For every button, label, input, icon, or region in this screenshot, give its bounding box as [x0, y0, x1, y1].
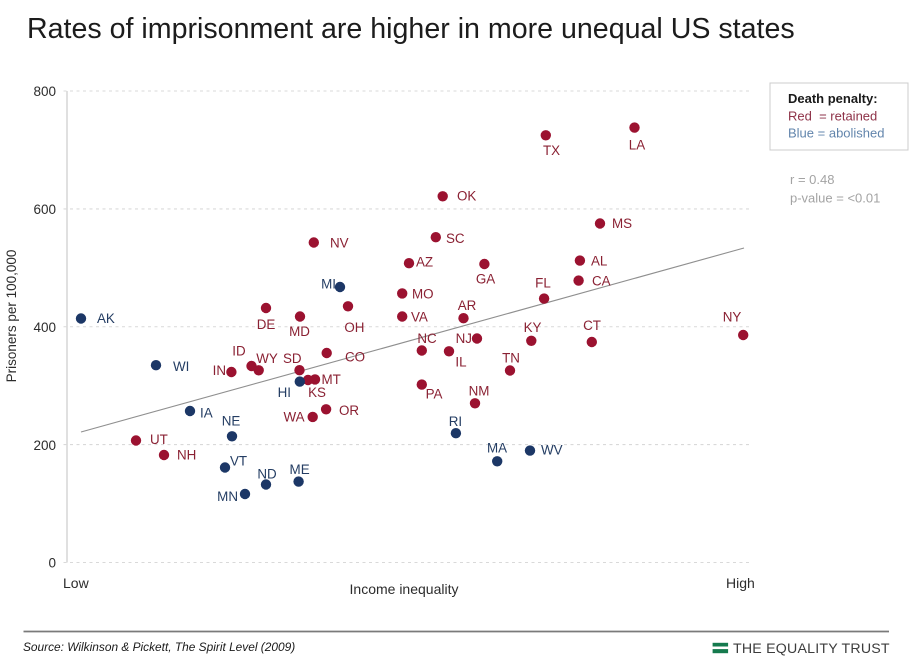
svg-text:Income inequality: Income inequality — [350, 581, 459, 597]
svg-text:0: 0 — [48, 556, 56, 571]
svg-text:GA: GA — [476, 272, 495, 287]
svg-text:Blue = abolished: Blue = abolished — [788, 126, 885, 141]
svg-text:VT: VT — [230, 454, 247, 469]
svg-text:PA: PA — [426, 387, 443, 402]
svg-text:Red = retained: Red = retained — [788, 109, 877, 124]
svg-text:TN: TN — [502, 350, 520, 365]
svg-text:DE: DE — [257, 317, 276, 332]
svg-text:NE: NE — [222, 414, 241, 429]
svg-text:NV: NV — [330, 236, 349, 251]
svg-text:OH: OH — [344, 320, 364, 335]
svg-text:UT: UT — [150, 432, 168, 447]
svg-text:r = 0.48: r = 0.48 — [790, 172, 834, 187]
svg-text:LA: LA — [629, 137, 645, 152]
svg-text:MT: MT — [322, 372, 341, 387]
svg-text:SD: SD — [283, 351, 302, 366]
svg-text:IL: IL — [455, 355, 466, 370]
svg-text:NH: NH — [177, 448, 196, 463]
svg-text:CT: CT — [583, 318, 601, 333]
svg-text:NC: NC — [417, 331, 437, 346]
svg-text:HI: HI — [278, 385, 291, 400]
svg-text:AL: AL — [591, 254, 607, 269]
svg-text:CA: CA — [592, 274, 611, 289]
svg-text:Source: Wilkinson & Pickett, T: Source: Wilkinson & Pickett, The Spirit … — [23, 640, 295, 654]
svg-text:Rates of imprisonment are high: Rates of imprisonment are higher in more… — [27, 13, 795, 45]
svg-text:ID: ID — [232, 344, 246, 359]
svg-text:NM: NM — [469, 384, 490, 399]
svg-text:600: 600 — [33, 202, 56, 217]
svg-text:IN: IN — [213, 363, 226, 378]
svg-text:MS: MS — [612, 216, 632, 231]
svg-text:OR: OR — [339, 403, 359, 418]
svg-text:ME: ME — [290, 462, 310, 477]
svg-text:SC: SC — [446, 231, 465, 246]
svg-text:WY: WY — [256, 351, 278, 366]
svg-text:200: 200 — [33, 438, 56, 453]
svg-text:Prisoners per 100,000: Prisoners per 100,000 — [4, 250, 19, 383]
svg-text:NY: NY — [723, 310, 742, 325]
svg-text:WA: WA — [284, 410, 305, 425]
svg-text:MI: MI — [321, 277, 336, 292]
svg-text:THE EQUALITY TRUST: THE EQUALITY TRUST — [733, 641, 890, 657]
svg-text:WV: WV — [541, 443, 563, 458]
svg-text:MO: MO — [412, 287, 434, 302]
svg-text:MD: MD — [289, 324, 310, 339]
svg-text:RI: RI — [449, 414, 462, 429]
svg-text:KS: KS — [308, 385, 326, 400]
svg-text:IA: IA — [200, 406, 213, 421]
svg-text:Death penalty:: Death penalty: — [788, 91, 878, 106]
svg-text:Low: Low — [63, 575, 90, 591]
svg-text:p-value = <0.01: p-value = <0.01 — [790, 191, 880, 206]
svg-text:TX: TX — [543, 143, 560, 158]
svg-text:High: High — [726, 575, 755, 591]
svg-text:AR: AR — [458, 298, 477, 313]
svg-text:AK: AK — [97, 311, 115, 326]
svg-text:KY: KY — [524, 320, 542, 335]
svg-text:WI: WI — [173, 359, 189, 374]
svg-text:MN: MN — [217, 489, 238, 504]
svg-text:MA: MA — [487, 441, 507, 456]
svg-text:400: 400 — [33, 320, 56, 335]
svg-text:OK: OK — [457, 189, 476, 204]
svg-text:NJ: NJ — [456, 331, 472, 346]
svg-text:CO: CO — [345, 350, 365, 365]
svg-text:800: 800 — [33, 84, 56, 99]
svg-text:FL: FL — [535, 276, 551, 291]
svg-text:VA: VA — [411, 310, 428, 325]
svg-text:AZ: AZ — [416, 255, 433, 270]
svg-text:ND: ND — [257, 467, 277, 482]
